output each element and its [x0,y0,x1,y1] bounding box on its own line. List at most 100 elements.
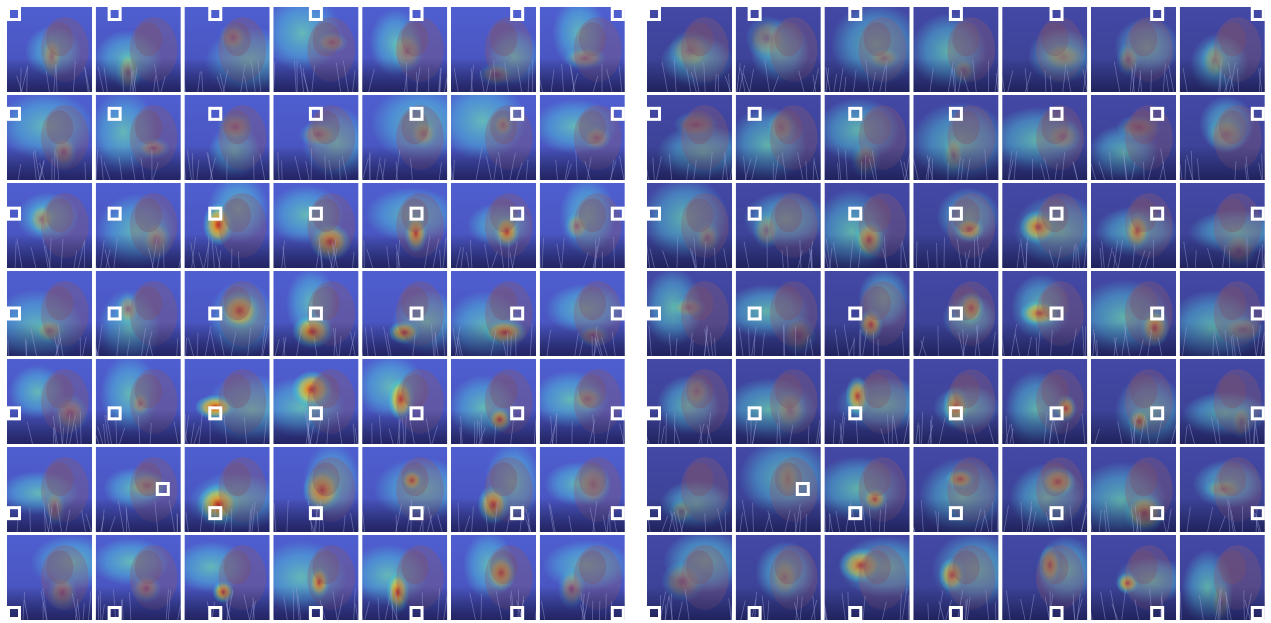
attention-tile [913,359,1000,444]
bear-head [579,462,606,496]
tile-content [989,95,1087,180]
attention-tile [268,183,359,268]
grass [825,234,910,268]
bear-head [224,22,251,56]
grass-blade [508,240,509,268]
tile-content [647,529,748,620]
bear-head [953,110,980,144]
grass [736,146,821,180]
bear-head [313,462,340,496]
grass-blade [1144,162,1145,180]
attention-figure [0,0,1271,623]
attention-tile [825,3,923,92]
bear-head [775,286,802,320]
tile-content [183,95,270,180]
bear-head [1130,198,1157,232]
attention-tile [728,95,821,183]
tile-content [643,359,732,444]
attention-tile [0,92,95,180]
attention-tile [93,271,181,370]
tile-content [539,176,624,268]
attention-tile [451,442,541,532]
grass-blade [282,161,283,180]
tile-content [451,183,536,268]
attention-tile [531,359,624,444]
attention-tile [540,271,626,356]
attention-tile [722,359,822,444]
page: (() => { const svg = document.getElement… [0,0,1271,623]
grass [96,498,181,532]
tile-content [1002,447,1087,533]
tile-content [448,359,536,444]
attention-tile [93,354,180,444]
bear-head [135,22,162,56]
grass-blade [293,589,294,620]
attention-tile [1002,359,1087,449]
tile-content [1001,7,1096,92]
attention-tile [89,90,184,180]
bear-head [686,286,713,320]
bear-head [864,286,891,320]
attention-tile [813,183,909,274]
attention-tile [538,0,625,92]
attention-tile [1002,535,1097,620]
attention-tile [910,95,1009,183]
bear-head [864,462,891,496]
attention-tile [1001,271,1087,356]
bear-head [686,550,713,584]
grass [362,410,447,444]
attention-tile [1091,7,1180,92]
grass-blade [937,243,938,268]
grass [362,586,447,620]
attention-tile [185,174,270,268]
grass-blade [181,503,185,532]
bear-head [579,22,606,56]
tile-content [89,90,184,180]
grass [825,498,910,532]
bear-head [1130,110,1157,144]
grass [913,58,998,92]
tile-content [451,531,538,620]
bear-head [224,462,251,496]
grass [7,322,92,356]
grass-blade [440,77,441,92]
attention-tile [273,443,360,532]
bear-head [401,374,428,408]
grass-blade [27,65,28,92]
attention-tile [451,183,536,268]
tile-content [93,7,180,94]
bear-head [490,198,517,232]
tile-content [1087,535,1189,620]
bear-head [1219,462,1246,496]
bear-head [46,462,73,496]
bear-head [953,22,980,56]
grass [1180,234,1265,268]
attention-tile [1180,183,1271,270]
tile-content [825,3,923,92]
bear-head [686,462,713,496]
grass-blade [1088,590,1092,620]
tile-content [451,7,541,92]
tile-content [1180,183,1271,270]
bear-head [1041,110,1068,144]
bear-head [313,286,340,320]
bear-head [686,198,713,232]
tile-content [1001,271,1087,356]
tile-content [816,95,910,180]
tile-content [451,442,541,532]
tile-content [1002,359,1087,449]
bear-head [490,286,517,320]
bear-head [864,550,891,584]
tile-content [1166,271,1265,367]
attention-tile [1091,183,1179,268]
attention-tile [438,81,536,180]
attention-tile [989,95,1087,180]
grass [913,410,998,444]
attention-tile [813,447,910,532]
grass [1180,58,1265,92]
tile-content [1180,359,1270,444]
tile-content [722,359,822,444]
bear-head [46,374,73,408]
grass [1002,498,1087,532]
grass [273,234,358,268]
